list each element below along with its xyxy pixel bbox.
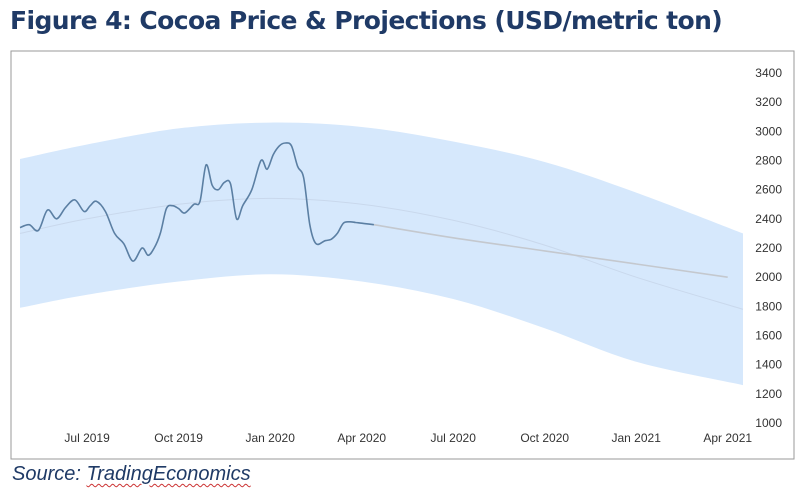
x-tick-label: Jul 2019: [64, 431, 110, 445]
y-tick-label: 1400: [755, 358, 782, 372]
cocoa-price-chart: 1000 1200 1400 1600 1800 2000 2200 2400 2600 2800…: [10, 50, 795, 460]
y-axis-ticks: 1000 1200 1400 1600 1800 2000 2200 2400 2600 2800…: [755, 66, 782, 430]
forecast-line: [373, 223, 728, 278]
x-tick-label: Jan 2021: [612, 431, 662, 445]
y-tick-label: 1600: [755, 329, 782, 343]
x-tick-label: Jan 2020: [246, 431, 296, 445]
y-tick-label: 3400: [755, 66, 782, 80]
y-tick-label: 1800: [755, 299, 782, 313]
plot-frame: [10, 50, 795, 460]
y-tick-label: 2400: [755, 212, 782, 226]
price-line: [19, 142, 375, 262]
y-tick-label: 2200: [755, 241, 782, 255]
figure-title: Figure 4: Cocoa Price & Projections (USD…: [10, 6, 723, 35]
y-tick-label: 1200: [755, 387, 782, 401]
x-tick-label: Oct 2019: [154, 431, 203, 445]
source-name: TradingEconomics: [86, 463, 251, 485]
chart-area: 1000 1200 1400 1600 1800 2000 2200 2400 2600 2800…: [10, 50, 795, 460]
projection-midline: [19, 197, 744, 310]
y-tick-label: 2000: [755, 270, 782, 284]
y-tick-label: 2800: [755, 154, 782, 168]
x-tick-label: Apr 2021: [703, 431, 752, 445]
y-tick-label: 3200: [755, 95, 782, 109]
line-layer: [19, 142, 728, 278]
x-tick-label: Apr 2020: [337, 431, 386, 445]
projection-band-layer: [19, 122, 744, 386]
source-prefix: Source:: [12, 463, 87, 485]
x-axis-ticks: Jul 2019 Oct 2019 Jan 2020 Apr 2020 Jul 2020…: [64, 431, 752, 445]
y-tick-label: 1000: [755, 416, 782, 430]
projection-band: [20, 122, 743, 386]
x-tick-label: Jul 2020: [431, 431, 477, 445]
source-caption: Source: TradingEconomics: [12, 463, 251, 486]
x-tick-label: Oct 2020: [520, 431, 569, 445]
y-tick-label: 3000: [755, 124, 782, 138]
y-tick-label: 2600: [755, 183, 782, 197]
